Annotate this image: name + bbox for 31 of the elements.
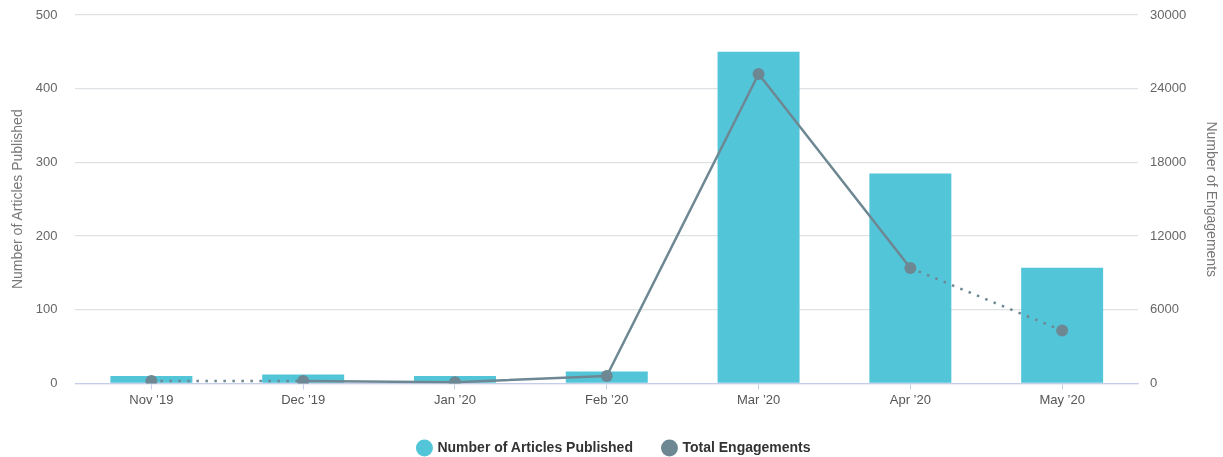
bar (869, 173, 952, 383)
x-tick-label: Apr ’20 (889, 391, 931, 407)
y-tick-label: 200 (35, 227, 58, 243)
y2-tick-label: 18000 (1150, 153, 1187, 169)
x-tick-label: Nov ’19 (129, 391, 174, 407)
x-tick-label: May ’20 (1039, 391, 1085, 407)
x-tick-label: Jan ’20 (434, 391, 476, 407)
y-tick-label: 500 (35, 6, 58, 22)
x-tick-label: Dec ’19 (281, 391, 326, 407)
bar (717, 51, 800, 383)
y2-tick-label: 0 (1150, 374, 1158, 390)
bar (1021, 267, 1104, 383)
y2-tick-label: 6000 (1150, 301, 1179, 317)
legend-label: Number of Articles Published (437, 438, 633, 455)
point (145, 374, 158, 384)
y2-tick-label: 24000 (1150, 80, 1187, 96)
y-axis-title: Number of Articles Published (9, 109, 26, 290)
y-tick-label: 0 (50, 374, 58, 390)
y2-axis-title: Number of Engagements (1203, 121, 1220, 278)
point (752, 67, 765, 80)
y-tick-label: 400 (35, 80, 58, 96)
point (1056, 324, 1069, 337)
legend-label: Total Engagements (682, 438, 811, 455)
point (297, 374, 310, 384)
y-tick-label: 300 (35, 153, 58, 169)
point (904, 261, 917, 274)
x-tick-label: Feb ’20 (585, 391, 629, 407)
y2-tick-label: 12000 (1150, 227, 1187, 243)
y-tick-label: 100 (35, 301, 58, 317)
x-tick-label: Mar ’20 (736, 391, 781, 407)
y2-tick-label: 30000 (1150, 6, 1187, 22)
